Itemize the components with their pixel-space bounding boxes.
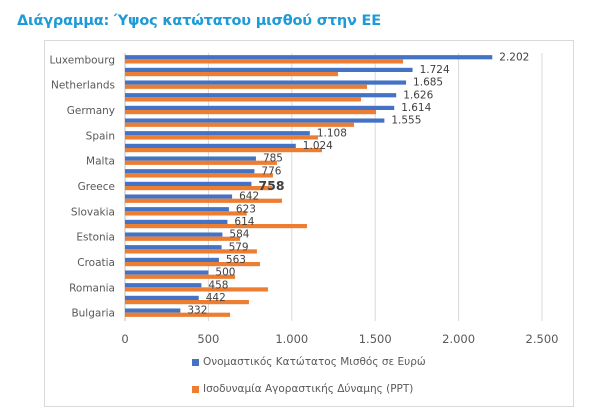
bar-nominal — [125, 194, 233, 199]
bar-nominal — [125, 156, 256, 161]
legend-label-nominal: Ονομαστικός Κατώτατος Μισθός σε Ευρώ — [203, 356, 426, 368]
bar-ppp — [125, 59, 404, 64]
data-label: 442 — [206, 292, 226, 304]
bar-ppp — [125, 173, 273, 178]
data-label: 642 — [239, 191, 259, 203]
data-label: 776 — [261, 165, 281, 177]
bar-nominal — [125, 257, 219, 262]
category-label: Estonia — [76, 232, 115, 244]
bar-nominal — [125, 169, 255, 174]
bar-ppp — [125, 224, 307, 229]
category-label: Greece — [78, 181, 115, 193]
bar-ppp — [125, 249, 257, 254]
x-tick-label: 1.500 — [359, 332, 392, 346]
data-label: 1.626 — [403, 89, 433, 101]
bar-ppp — [125, 160, 277, 165]
data-label: 1.108 — [317, 127, 347, 139]
category-label: Spain — [86, 130, 115, 142]
bar-ppp — [125, 84, 368, 89]
bar-nominal — [125, 105, 395, 110]
x-tick-label: 2.500 — [526, 332, 559, 346]
data-label: 758 — [258, 178, 284, 193]
category-label: Malta — [86, 156, 115, 168]
bar-ppp — [125, 122, 355, 127]
x-tick-label: 0 — [121, 332, 128, 346]
category-label: Netherlands — [51, 80, 115, 92]
legend-item-ppp: Ισοδυναμία Αγοραστικής Δύναμης (PPT) — [192, 383, 413, 395]
data-label: 563 — [226, 254, 246, 266]
data-label: 579 — [229, 241, 249, 253]
data-label: 584 — [229, 229, 249, 241]
bar-nominal — [125, 270, 209, 275]
chart-frame — [44, 40, 574, 407]
bar-nominal — [125, 245, 222, 250]
data-label: 1.685 — [413, 77, 443, 89]
bar-nominal — [125, 93, 397, 98]
bar-nominal — [125, 143, 296, 148]
category-label: Croatia — [77, 257, 115, 269]
legend-item-nominal: Ονομαστικός Κατώτατος Μισθός σε Ευρώ — [192, 356, 426, 368]
bar-nominal — [125, 80, 407, 85]
legend-swatch-nominal — [192, 358, 199, 366]
bar-ppp — [125, 135, 318, 140]
bar-nominal — [125, 207, 229, 212]
data-label: 332 — [187, 305, 207, 317]
data-label: 1.555 — [391, 115, 421, 127]
bar-ppp — [125, 198, 282, 203]
bar-nominal — [125, 219, 228, 224]
data-label: 500 — [215, 267, 235, 279]
legend-swatch-ppp — [192, 385, 199, 393]
bar-nominal — [125, 181, 252, 186]
bar-ppp — [125, 287, 268, 292]
bar-ppp — [125, 211, 247, 216]
bar-ppp — [125, 236, 241, 241]
bar-ppp — [125, 186, 272, 191]
bar-nominal — [125, 67, 413, 72]
data-label: 2.202 — [499, 51, 529, 63]
bar-ppp — [125, 72, 339, 77]
bar-nominal — [125, 232, 223, 237]
bar-ppp — [125, 300, 249, 305]
x-tick-label: 1.000 — [275, 332, 308, 346]
data-label: 1.024 — [303, 140, 333, 152]
bar-ppp — [125, 110, 377, 115]
bar-ppp — [125, 148, 322, 153]
data-label: 1.724 — [420, 64, 450, 76]
data-label: 785 — [263, 153, 283, 165]
bar-nominal — [125, 295, 199, 300]
category-label: Luxembourg — [50, 54, 115, 66]
category-label: Romania — [69, 282, 115, 294]
x-tick-label: 2.000 — [442, 332, 475, 346]
data-label: 1.614 — [401, 102, 431, 114]
bar-ppp — [125, 262, 260, 267]
bar-ppp — [125, 274, 236, 279]
data-label: 458 — [208, 279, 228, 291]
bar-ppp — [125, 312, 231, 317]
legend-label-ppp: Ισοδυναμία Αγοραστικής Δύναμης (PPT) — [203, 383, 414, 395]
chart-title: Διάγραμμα: Ύψος κατώτατου μισθού στην ΕΕ — [17, 13, 381, 29]
bar-nominal — [125, 118, 385, 123]
category-label: Germany — [67, 105, 115, 117]
x-tick-label: 500 — [197, 332, 219, 346]
bar-nominal — [125, 131, 310, 136]
bar-nominal — [125, 283, 202, 288]
data-label: 614 — [234, 216, 254, 228]
bar-nominal — [125, 55, 493, 60]
data-label: 623 — [236, 203, 256, 215]
category-label: Slovakia — [71, 206, 115, 218]
category-label: Bulgaria — [71, 308, 115, 320]
bar-nominal — [125, 308, 181, 313]
bar-ppp — [125, 97, 362, 102]
